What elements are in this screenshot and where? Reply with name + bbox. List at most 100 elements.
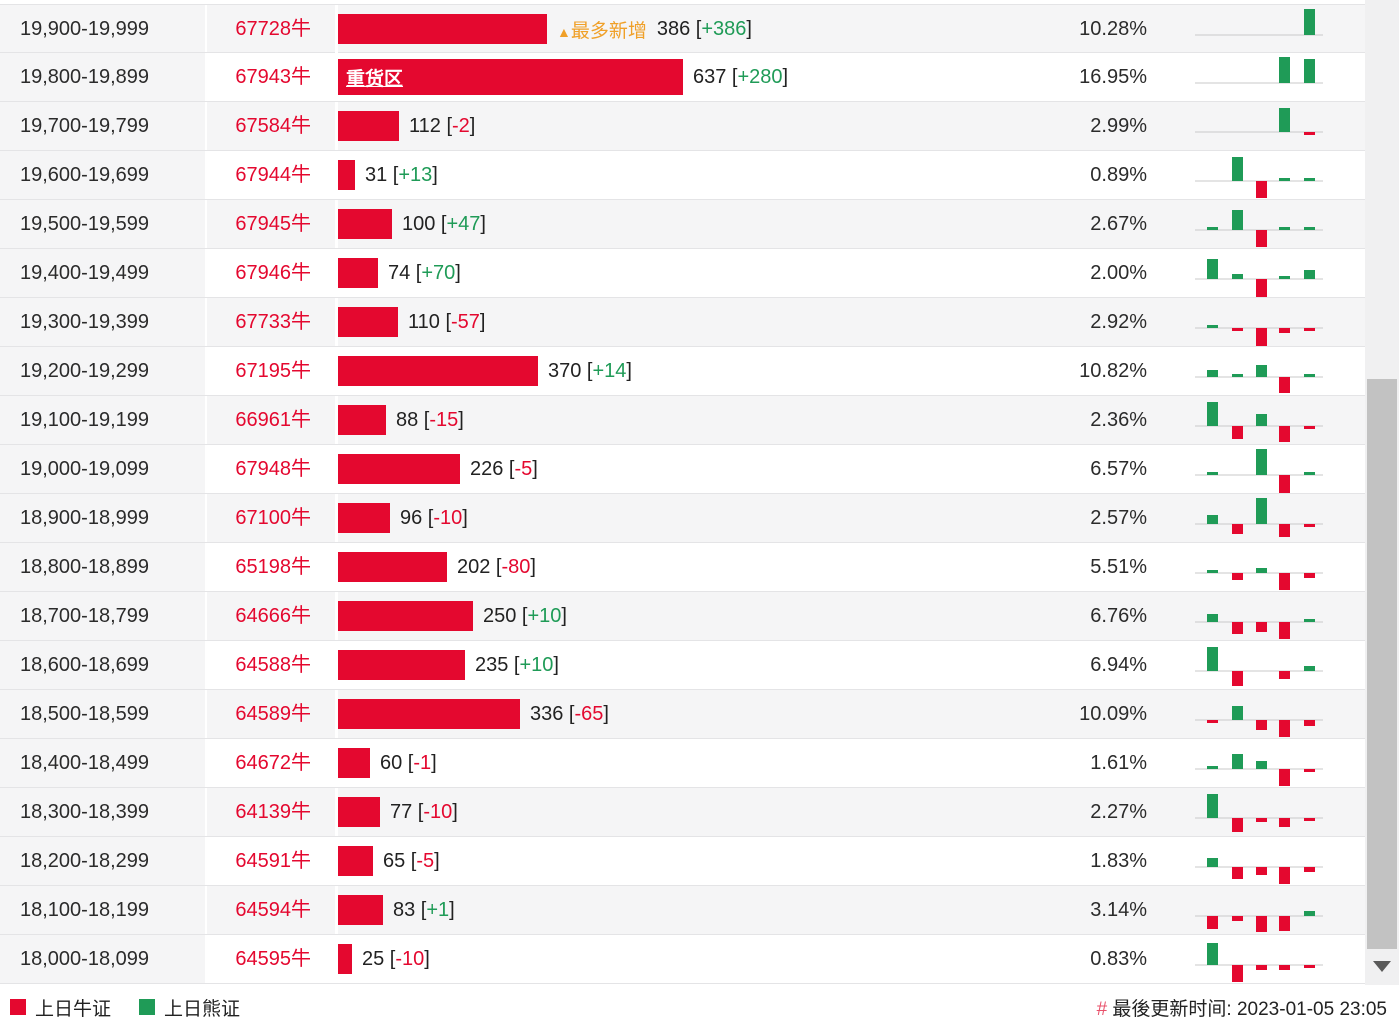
- cbbc-code-link[interactable]: 65198牛: [235, 556, 311, 578]
- table-row[interactable]: 19,700-19,799 67584牛 112 [-2] 2.99%: [0, 102, 1365, 151]
- table-row[interactable]: 18,900-18,999 67100牛 96 [-10] 2.57%: [0, 494, 1365, 543]
- cbbc-code-link[interactable]: 67100牛: [235, 507, 311, 529]
- table-row[interactable]: 18,300-18,399 64139牛 77 [-10] 2.27%: [0, 788, 1365, 837]
- table-row[interactable]: 18,100-18,199 64594牛 83 [+1] 3.14%: [0, 886, 1365, 935]
- outstanding-value: 370 [+14]: [548, 359, 632, 382]
- change-value: -15: [429, 408, 459, 431]
- history-mini-chart: [1195, 943, 1323, 982]
- percent-value: 2.27%: [1090, 801, 1147, 823]
- cbbc-code-link[interactable]: 67944牛: [235, 164, 311, 186]
- history-chart-cell: [1147, 298, 1347, 346]
- history-mini-chart: [1195, 568, 1323, 590]
- change-value: +10: [519, 653, 554, 676]
- scrollbar-down-button[interactable]: [1365, 947, 1399, 985]
- outstanding-value: 637 [+280]: [693, 65, 789, 88]
- history-chart-cell: [1147, 739, 1347, 787]
- table-row[interactable]: 19,200-19,299 67195牛 370 [+14] 10.82%: [0, 347, 1365, 396]
- change-value: +13: [398, 163, 433, 186]
- outstanding-value: 110 [-57]: [408, 310, 486, 333]
- price-range: 18,500-18,599: [0, 690, 207, 738]
- cbbc-code-link[interactable]: 67945牛: [235, 213, 311, 235]
- table-row[interactable]: 18,600-18,699 64588牛 235 [+10] 6.94%: [0, 641, 1365, 690]
- percent-value: 1.61%: [1090, 752, 1147, 774]
- percent-value: 10.28%: [1079, 18, 1147, 40]
- outstanding-value: 336 [-65]: [530, 702, 609, 725]
- cbbc-code-link[interactable]: 67946牛: [235, 262, 311, 284]
- table-row[interactable]: 19,000-19,099 67948牛 226 [-5] 6.57%: [0, 445, 1365, 494]
- history-chart-cell: [1147, 788, 1347, 836]
- history-chart-cell: [1147, 396, 1347, 444]
- table-row[interactable]: 19,500-19,599 67945牛 100 [+47] 2.67%: [0, 200, 1365, 249]
- history-chart-cell: [1147, 543, 1347, 591]
- outstanding-value: 250 [+10]: [483, 604, 567, 627]
- legend-item-bear: 上日熊证: [139, 994, 240, 1021]
- outstanding-bar: [338, 699, 520, 729]
- history-mini-chart: [1195, 108, 1323, 135]
- cbbc-code-link[interactable]: 64591牛: [235, 850, 311, 872]
- cbbc-code-link[interactable]: 67943牛: [235, 66, 311, 88]
- row-spacer: [1347, 200, 1365, 248]
- row-spacer: [1347, 935, 1365, 983]
- table-row[interactable]: 19,400-19,499 67946牛 74 [+70] 2.00%: [0, 249, 1365, 298]
- outstanding-value: 65 [-5]: [383, 849, 440, 872]
- table-row[interactable]: 18,400-18,499 64672牛 60 [-1] 1.61%: [0, 739, 1365, 788]
- outstanding-bar: [338, 160, 355, 190]
- cbbc-code-link[interactable]: 67195牛: [235, 360, 311, 382]
- row-spacer: [1347, 53, 1365, 101]
- history-mini-chart: [1195, 706, 1323, 737]
- cbbc-code-link[interactable]: 64672牛: [235, 752, 311, 774]
- cbbc-code-link[interactable]: 64594牛: [235, 899, 311, 921]
- table-row[interactable]: 18,200-18,299 64591牛 65 [-5] 1.83%: [0, 837, 1365, 886]
- row-spacer: [1347, 445, 1365, 493]
- history-chart-cell: [1147, 935, 1347, 983]
- history-chart-cell: [1147, 151, 1347, 199]
- percent-value: 10.82%: [1079, 360, 1147, 382]
- cbbc-code-link[interactable]: 67584牛: [235, 115, 311, 137]
- history-chart-cell: [1147, 837, 1347, 885]
- outstanding-value: 31 [+13]: [365, 163, 438, 186]
- vertical-scrollbar[interactable]: [1365, 0, 1399, 985]
- outstanding-value: 202 [-80]: [457, 555, 536, 578]
- legend: 上日牛证 上日熊证: [10, 994, 268, 1021]
- outstanding-value: 88 [-15]: [396, 408, 464, 431]
- outstanding-bar-cell: 110 [-57]: [335, 298, 1015, 346]
- cbbc-code-link[interactable]: 64139牛: [235, 801, 311, 823]
- cbbc-code-link[interactable]: 64595牛: [235, 948, 311, 970]
- percent-value: 2.00%: [1090, 262, 1147, 284]
- table-row[interactable]: 19,100-19,199 66961牛 88 [-15] 2.36%: [0, 396, 1365, 445]
- outstanding-bar: 重货区: [338, 59, 683, 95]
- cbbc-code-link[interactable]: 64666牛: [235, 605, 311, 627]
- outstanding-bar-cell: 226 [-5]: [335, 445, 1015, 493]
- heavy-zone-label: 重货区: [346, 68, 404, 90]
- percent-value: 1.83%: [1090, 850, 1147, 872]
- history-chart-cell: [1147, 249, 1347, 297]
- outstanding-bar: [338, 552, 447, 582]
- percent-value: 2.36%: [1090, 409, 1147, 431]
- table-row[interactable]: 19,300-19,399 67733牛 110 [-57] 2.92%: [0, 298, 1365, 347]
- cbbc-code-link[interactable]: 67733牛: [235, 311, 311, 333]
- change-value: +280: [737, 65, 783, 88]
- table-row[interactable]: 18,700-18,799 64666牛 250 [+10] 6.76%: [0, 592, 1365, 641]
- outstanding-value: 226 [-5]: [470, 457, 538, 480]
- row-spacer: [1347, 102, 1365, 150]
- cbbc-code-link[interactable]: 67948牛: [235, 458, 311, 480]
- table-row[interactable]: 18,800-18,899 65198牛 202 [-80] 5.51%: [0, 543, 1365, 592]
- scrollbar-thumb[interactable]: [1367, 379, 1397, 949]
- cbbc-code-link[interactable]: 64589牛: [235, 703, 311, 725]
- cbbc-code-link[interactable]: 67728牛: [235, 18, 311, 40]
- outstanding-value: 74 [+70]: [388, 261, 461, 284]
- cbbc-code-link[interactable]: 66961牛: [235, 409, 311, 431]
- outstanding-bar-cell: 112 [-2]: [335, 102, 1015, 150]
- table-row[interactable]: 18,500-18,599 64589牛 336 [-65] 10.09%: [0, 690, 1365, 739]
- outstanding-bar: [338, 258, 378, 288]
- cbbc-code-link[interactable]: 64588牛: [235, 654, 311, 676]
- outstanding-bar-cell: 25 [-10]: [335, 935, 1015, 983]
- table-row[interactable]: 19,800-19,899 67943牛 重货区 637 [+280] 16.95%: [0, 53, 1365, 102]
- table-row[interactable]: 18,000-18,099 64595牛 25 [-10] 0.83%: [0, 935, 1365, 984]
- table-row[interactable]: 19,900-19,999 67728牛 ▲最多新增 386 [+386] 10.28%: [0, 4, 1365, 53]
- change-value: +10: [527, 604, 562, 627]
- outstanding-bar-cell: 74 [+70]: [335, 249, 1015, 297]
- price-range: 18,100-18,199: [0, 886, 207, 934]
- price-range: 18,800-18,899: [0, 543, 207, 591]
- table-row[interactable]: 19,600-19,699 67944牛 31 [+13] 0.89%: [0, 151, 1365, 200]
